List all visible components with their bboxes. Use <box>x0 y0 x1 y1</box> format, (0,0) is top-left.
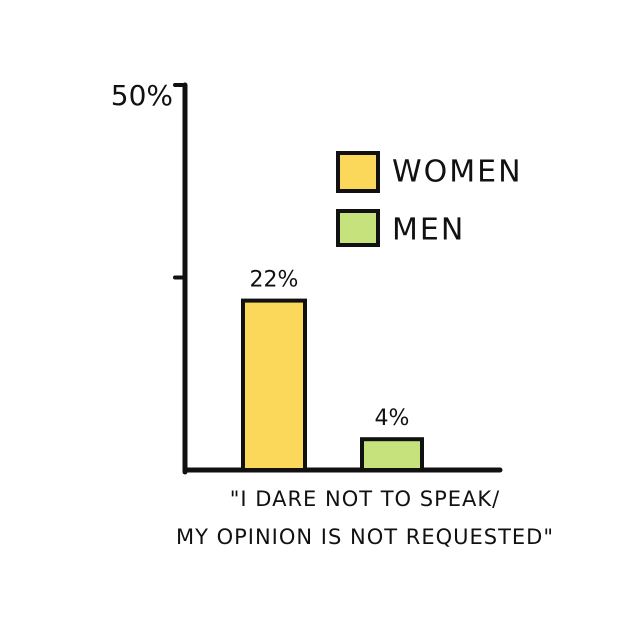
bar <box>360 437 424 473</box>
legend-label: WOMEN <box>392 155 523 190</box>
value-label: 4% <box>375 406 410 431</box>
legend-label: MEN <box>392 213 465 248</box>
bar <box>241 298 307 472</box>
legend-swatch <box>336 209 380 247</box>
legend-swatch <box>336 151 380 193</box>
value-label: 22% <box>250 268 299 293</box>
category-label: "I DARE NOT TO SPEAK/ MY OPINION IS NOT … <box>175 487 555 549</box>
y-tick-label: 50% <box>111 79 173 112</box>
